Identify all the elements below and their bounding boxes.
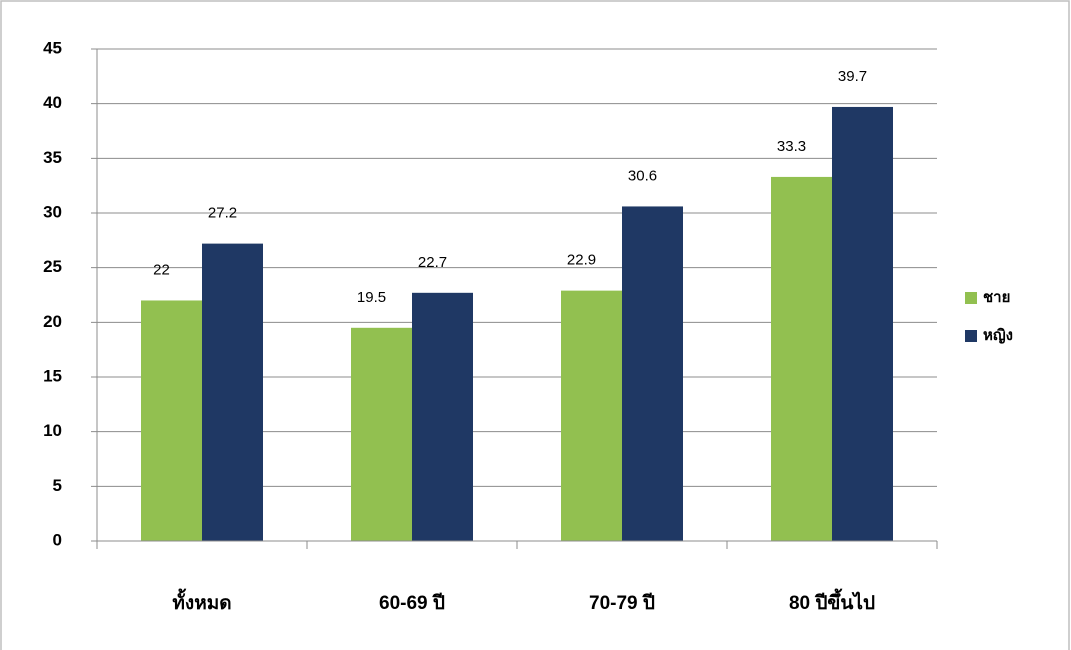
data-label: 19.5 (357, 289, 386, 306)
bar (622, 206, 683, 541)
x-tick-label: 70-79 ปี (589, 592, 655, 614)
legend-label: หญิง (983, 326, 1013, 344)
y-tick-label: 5 (53, 476, 62, 495)
x-tick-label: ทั้งหมด (172, 588, 231, 614)
y-tick-label: 30 (43, 202, 62, 221)
bar (832, 106, 893, 542)
y-tick-label: 35 (43, 148, 62, 167)
data-label: 22.7 (418, 254, 447, 271)
y-tick-label: 20 (43, 312, 62, 331)
data-label: 22 (153, 261, 170, 278)
legend-label: ชาย (983, 289, 1010, 306)
legend-swatch (965, 330, 977, 342)
data-label: 27.2 (208, 205, 237, 222)
data-label: 30.6 (628, 167, 657, 184)
y-tick-label: 40 (43, 93, 62, 112)
y-tick-label: 0 (53, 530, 62, 549)
bar (771, 176, 832, 542)
data-label: 22.9 (567, 252, 596, 269)
y-tick-label: 45 (43, 38, 62, 57)
y-tick-label: 10 (43, 421, 62, 440)
data-label: 33.3 (777, 138, 806, 155)
legend-swatch (965, 292, 977, 304)
x-tick-label: 80 ปีขึ้นไป (789, 588, 875, 614)
y-tick-label: 15 (43, 366, 62, 385)
y-tick-label: 25 (43, 257, 62, 276)
data-label: 39.7 (838, 68, 867, 85)
x-tick-label: 60-69 ปี (379, 592, 445, 614)
bar (561, 290, 622, 541)
bar (412, 292, 473, 541)
bar (351, 327, 412, 541)
bar (141, 300, 202, 541)
bar (202, 243, 263, 541)
